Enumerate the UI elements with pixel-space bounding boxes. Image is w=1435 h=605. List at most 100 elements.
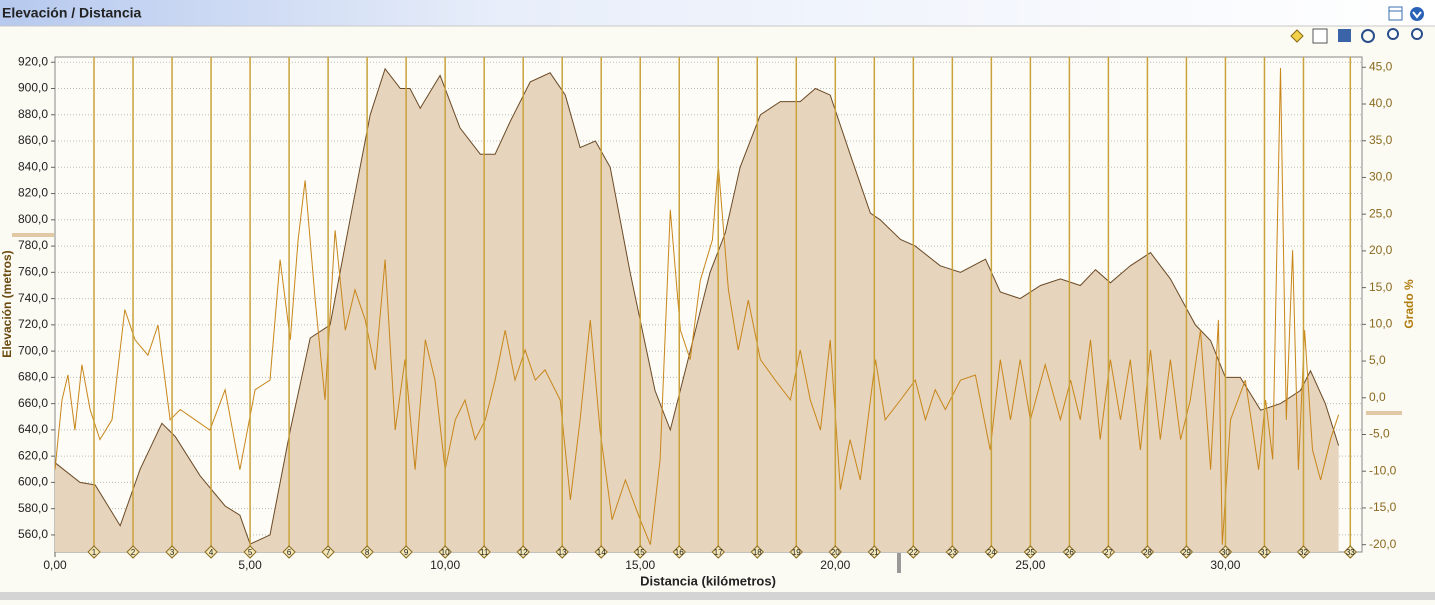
zoom-out-tool[interactable] [1387, 28, 1399, 40]
lap-label: 23 [948, 548, 957, 557]
lap-label: 5 [248, 548, 253, 557]
lap-marker [984, 545, 999, 559]
lap-marker [321, 545, 335, 559]
lap-label: 3 [170, 548, 175, 557]
lap-marker [282, 545, 296, 559]
y-tick-label: 580,0 [18, 501, 48, 515]
lap-label: 21 [870, 548, 879, 557]
lap-label: 25 [1026, 548, 1035, 557]
lap-label: 4 [209, 548, 214, 557]
y-tick-label: 660,0 [18, 396, 48, 410]
lap-marker [633, 545, 647, 559]
y-tick-label: 920,0 [18, 54, 48, 68]
lap-label: 15 [636, 548, 645, 557]
right-slider[interactable] [1366, 411, 1402, 415]
layout-button[interactable] [1388, 6, 1403, 21]
lap-marker [750, 545, 764, 559]
y-tick-label: 680,0 [18, 370, 48, 384]
bottom-bar [0, 592, 1435, 600]
lap-label: 33 [1346, 548, 1355, 557]
lap-marker [399, 545, 413, 559]
lap-marker [438, 545, 452, 559]
lap-label: 26 [1065, 548, 1074, 557]
lap-marker [867, 545, 882, 559]
lap-label: 20 [831, 548, 840, 557]
lap-label: 32 [1299, 548, 1308, 557]
lap-marker [1257, 545, 1272, 559]
lap-marker [477, 545, 491, 559]
lap-marker [1062, 545, 1077, 559]
y2-tick-label: 45,0 [1369, 59, 1393, 73]
y-tick-label: 740,0 [18, 291, 48, 305]
x-tick-label: 15,00 [625, 558, 655, 572]
x-tick-label: 5,00 [238, 558, 262, 572]
marker-tool[interactable] [1290, 29, 1304, 43]
y-tick-label: 720,0 [18, 317, 48, 331]
lap-label: 1 [92, 548, 97, 557]
y-tick-label: 780,0 [18, 238, 48, 252]
lap-label: 13 [558, 548, 567, 557]
y-tick-label: 860,0 [18, 133, 48, 147]
lap-label: 31 [1260, 548, 1269, 557]
menu-icon [1412, 11, 1422, 19]
lap-marker [711, 545, 725, 559]
lap-marker [555, 545, 569, 559]
lap-marker [516, 545, 530, 559]
y-tick-label: 900,0 [18, 81, 48, 95]
lap-label: 29 [1182, 548, 1191, 557]
fit-tool[interactable] [1361, 29, 1375, 43]
lap-marker [165, 545, 179, 559]
y-tick-label: 700,0 [18, 343, 48, 357]
y-tick-label: 620,0 [18, 448, 48, 462]
y2-tick-label: 25,0 [1369, 206, 1393, 220]
window-title: Elevación / Distancia [2, 5, 141, 21]
x-tick-label: 0,00 [43, 558, 67, 572]
lap-label: 14 [597, 548, 606, 557]
y2-tick-label: 30,0 [1369, 170, 1393, 184]
lap-marker [789, 545, 803, 559]
lap-label: 19 [792, 548, 801, 557]
lap-marker [1179, 545, 1194, 559]
left-slider[interactable] [12, 233, 54, 237]
y-tick-label: 820,0 [18, 186, 48, 200]
save-tool[interactable] [1338, 29, 1351, 42]
y2-tick-label: 35,0 [1369, 133, 1393, 147]
x-tick-label: 20,00 [820, 558, 850, 572]
lap-label: 12 [519, 548, 528, 557]
y2-tick-label: -5,0 [1369, 427, 1390, 441]
lap-marker [672, 545, 686, 559]
lap-marker [945, 545, 960, 559]
lap-label: 22 [909, 548, 918, 557]
x-slider[interactable] [897, 553, 901, 573]
y2-axis-label: Grado % [1402, 279, 1416, 329]
lap-marker [1101, 545, 1116, 559]
zoom-in-tool[interactable] [1411, 28, 1423, 40]
lap-label: 7 [326, 548, 331, 557]
lap-marker [360, 545, 374, 559]
y2-tick-label: 40,0 [1369, 96, 1393, 110]
x-tick-label: 25,00 [1015, 558, 1045, 572]
y2-tick-label: -15,0 [1369, 500, 1397, 514]
lap-marker [594, 545, 608, 559]
lap-marker [204, 545, 218, 559]
chart-tool[interactable] [1312, 28, 1328, 44]
grade-line [54, 67, 1340, 545]
lap-marker [828, 545, 843, 559]
lap-label: 9 [404, 548, 409, 557]
lap-marker [126, 545, 140, 559]
lap-label: 17 [714, 548, 723, 557]
lap-label: 18 [753, 548, 762, 557]
lap-marker [1343, 545, 1358, 559]
lap-label: 6 [287, 548, 292, 557]
y2-tick-label: 20,0 [1369, 243, 1393, 257]
lap-label: 16 [675, 548, 684, 557]
y-axis-label: Elevación (metros) [0, 250, 14, 357]
x-tick-label: 30,00 [1210, 558, 1240, 572]
lap-marker [1218, 545, 1233, 559]
lap-marker [1023, 545, 1038, 559]
lap-label: 24 [987, 548, 996, 557]
y2-tick-label: 10,0 [1369, 317, 1393, 331]
menu-button[interactable] [1410, 7, 1424, 21]
lap-label: 11 [480, 548, 489, 557]
